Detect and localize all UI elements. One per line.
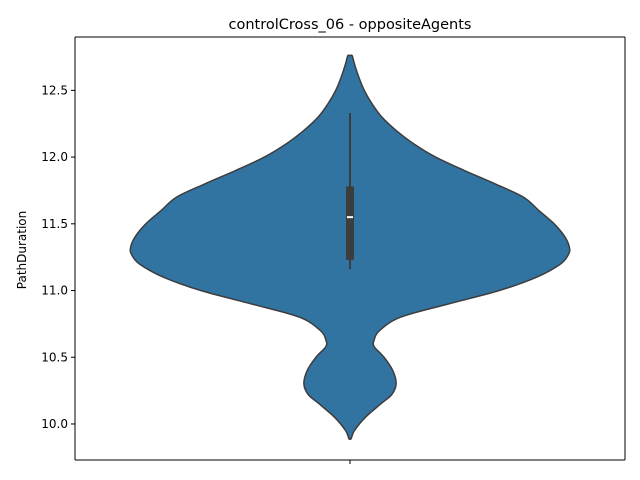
x-axis [75,459,625,464]
chart-title: controlCross_06 - oppositeAgents [229,17,472,33]
plot-area [75,36,626,460]
iqr-box [346,186,354,260]
y-axis: 10.0 10.5 11.0 11.5 12.0 12.5 [41,37,76,460]
y-tick-label: 12.5 [41,83,68,97]
y-tick-label: 11.0 [41,284,68,298]
y-tick-label: 10.0 [41,417,68,431]
y-tick-label: 10.5 [41,350,68,364]
y-tick-label: 11.5 [41,217,68,231]
y-tick-label: 12.0 [41,150,68,164]
y-axis-label: PathDuration [15,211,29,289]
